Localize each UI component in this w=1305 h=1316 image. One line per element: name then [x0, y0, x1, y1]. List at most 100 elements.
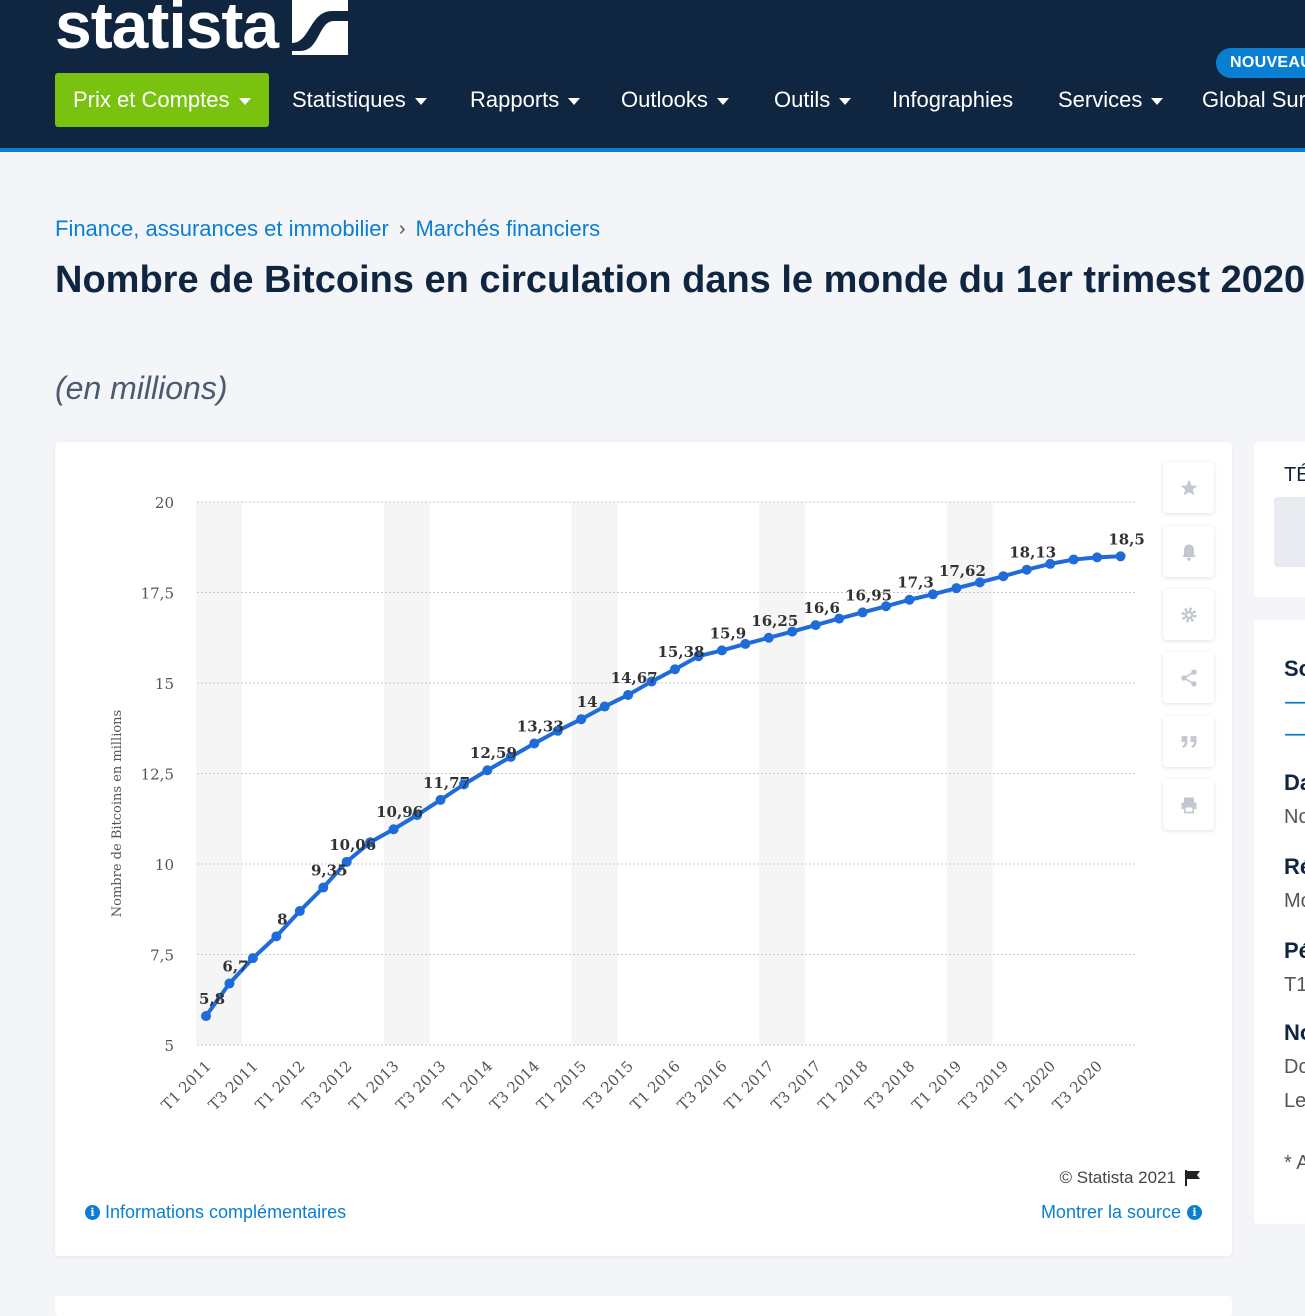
data-point: [810, 620, 821, 631]
x-tick-label: T1 2011: [158, 1057, 215, 1114]
y-tick-label: 15: [155, 675, 174, 693]
nav-item-label: Infographies: [892, 87, 1014, 112]
print-icon: [1181, 797, 1196, 813]
caret-down-icon: [238, 97, 251, 105]
data-point: [435, 794, 446, 805]
main-nav: Prix et Comptes Statistiques Rapports Ou…: [0, 73, 1305, 127]
copyright: © Statista 2021: [1060, 1168, 1203, 1188]
nav-item-rapports[interactable]: Rapports: [470, 73, 581, 127]
side-value: Do: [1284, 1056, 1305, 1078]
x-tick-label: T1 2013: [346, 1057, 403, 1114]
logo-text: statista: [55, 0, 279, 62]
nav-item-label: Statistiques: [292, 87, 406, 112]
data-label: 10,96: [376, 803, 423, 821]
data-point: [341, 856, 352, 867]
favorite-button[interactable]: [1163, 462, 1214, 513]
info-icon: i: [85, 1205, 100, 1220]
flag-icon[interactable]: [1184, 1170, 1202, 1186]
side-value: Le: [1284, 1090, 1305, 1112]
caret-down-icon: [568, 97, 581, 105]
data-point: [458, 779, 469, 790]
data-point: [294, 906, 305, 917]
nav-item-services[interactable]: Services: [1058, 73, 1164, 127]
gear-icon: [1181, 607, 1196, 622]
top-header: statista NOUVEAU Prix et Comptes Statist…: [0, 0, 1305, 152]
breadcrumb-item-marches[interactable]: Marchés financiers: [415, 216, 601, 241]
caret-down-icon: [414, 97, 427, 105]
share-button[interactable]: [1163, 652, 1214, 703]
data-label: 8: [277, 910, 287, 928]
nav-item-label: Services: [1058, 87, 1143, 112]
page-title: Nombre de Bitcoins en circulation dans l…: [55, 259, 1305, 301]
data-point: [974, 577, 985, 588]
show-source-link[interactable]: Montrer la source i: [1041, 1202, 1202, 1223]
new-badge[interactable]: NOUVEAU: [1216, 48, 1305, 78]
download-box[interactable]: [1274, 497, 1305, 567]
arrow-right-icon[interactable]: ⟶: [1284, 692, 1305, 714]
print-button[interactable]: [1163, 779, 1214, 830]
x-tick-label: T3 2019: [955, 1057, 1012, 1114]
data-point: [927, 589, 938, 600]
settings-button[interactable]: [1163, 589, 1214, 640]
data-label: 18,13: [1009, 544, 1056, 562]
x-tick-label: T3 2013: [392, 1057, 449, 1114]
cite-button[interactable]: [1163, 716, 1214, 767]
page-subtitle: (en millions): [55, 370, 228, 406]
nav-item-prix-et-comptes[interactable]: Prix et Comptes: [55, 73, 269, 127]
data-point: [904, 594, 915, 605]
nav-item-infographies[interactable]: Infographies: [892, 73, 1013, 127]
data-point: [482, 765, 493, 776]
data-label: 17,62: [939, 562, 986, 580]
data-label: 15,38: [658, 643, 705, 661]
side-panel-label: TÉ: [1284, 464, 1305, 486]
data-point: [881, 601, 892, 612]
x-tick-label: T1 2017: [721, 1057, 778, 1114]
x-tick-label: T3 2014: [486, 1057, 543, 1114]
x-tick-label: T3 2016: [674, 1057, 731, 1114]
data-label: 16,6: [803, 599, 840, 617]
nav-item-statistiques[interactable]: Statistiques: [292, 73, 427, 127]
data-point: [412, 810, 423, 821]
arrow-right-icon[interactable]: ⟶: [1284, 724, 1305, 746]
data-point: [201, 1011, 211, 1022]
side-panel-top: TÉ: [1254, 442, 1305, 597]
x-tick-label: T3 2020: [1049, 1057, 1106, 1114]
data-label: 9,35: [311, 862, 348, 880]
nav-item-label: Rapports: [470, 87, 560, 112]
bell-icon: [1181, 544, 1196, 561]
data-point: [834, 613, 845, 624]
data-point: [224, 978, 235, 989]
nav-item-global-survey[interactable]: Global Surv: [1202, 73, 1305, 127]
nav-item-label: Global Surv: [1202, 87, 1305, 112]
data-point: [1021, 564, 1032, 575]
data-label: 17,3: [897, 574, 934, 592]
quote-icon: [1181, 735, 1196, 748]
x-tick-label: T3 2012: [299, 1057, 356, 1114]
data-point: [388, 824, 399, 835]
side-heading: Pé: [1284, 938, 1305, 963]
info-icon: i: [1187, 1205, 1202, 1220]
breadcrumb-item-finance[interactable]: Finance, assurances et immobilier: [55, 216, 389, 241]
x-tick-label: T1 2014: [439, 1057, 496, 1114]
data-label: 11,77: [423, 774, 470, 792]
data-point: [552, 725, 563, 736]
data-point: [857, 607, 868, 618]
logo-mark-icon: [292, 0, 349, 55]
share-icon: [1180, 669, 1197, 686]
data-point: [670, 664, 680, 675]
more-info-link[interactable]: i Informations complémentaires: [85, 1202, 346, 1223]
side-value: T1: [1284, 974, 1305, 996]
statista-logo[interactable]: statista: [55, 0, 349, 62]
data-label: 14,67: [611, 669, 658, 687]
notification-button[interactable]: [1163, 526, 1214, 577]
nav-item-outils[interactable]: Outils: [774, 73, 852, 127]
data-point: [1115, 551, 1126, 562]
data-point: [763, 632, 774, 643]
nav-item-outlooks[interactable]: Outlooks: [621, 73, 729, 127]
data-label: 14: [577, 693, 598, 711]
y-axis-label: Nombre de Bitcoins en millions: [110, 710, 125, 917]
side-heading: So: [1284, 656, 1305, 681]
data-point: [716, 645, 727, 656]
chart-card: 5 7,5 10 12,5 15 17,5 20 Nombre de Bitcoins en …: [55, 442, 1232, 1256]
data-point: [998, 571, 1009, 582]
